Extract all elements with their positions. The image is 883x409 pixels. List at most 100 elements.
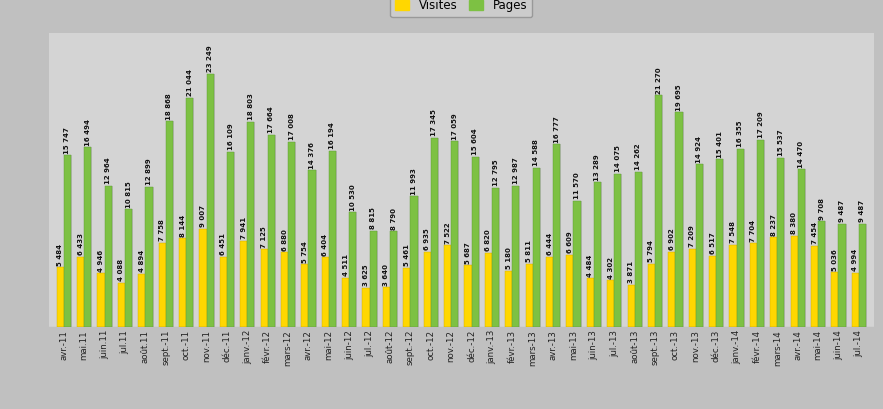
Bar	[221, 257, 228, 327]
Bar	[220, 257, 227, 327]
Bar	[717, 159, 724, 327]
Bar	[594, 182, 601, 327]
Text: 9 487: 9 487	[859, 200, 865, 222]
Bar	[282, 252, 289, 327]
Bar	[525, 264, 532, 327]
Bar	[451, 141, 458, 327]
Legend: Visites, Pages: Visites, Pages	[390, 0, 532, 17]
Bar	[811, 246, 819, 327]
Text: 8 380: 8 380	[791, 212, 797, 234]
Bar	[730, 245, 737, 327]
Bar	[668, 252, 675, 327]
Text: 5 811: 5 811	[526, 240, 532, 262]
Bar	[697, 164, 704, 327]
Bar	[452, 141, 459, 327]
Bar	[799, 169, 806, 327]
Text: 7 125: 7 125	[261, 226, 268, 248]
Text: 15 401: 15 401	[717, 131, 723, 157]
Bar	[615, 174, 623, 327]
Bar	[586, 278, 594, 327]
Bar	[506, 271, 513, 327]
Bar	[636, 172, 643, 327]
Bar	[492, 188, 499, 327]
Bar	[797, 169, 805, 327]
Bar	[859, 224, 866, 327]
Text: 10 530: 10 530	[350, 184, 356, 211]
Text: 21 270: 21 270	[655, 67, 661, 94]
Text: 6 444: 6 444	[547, 233, 553, 255]
Bar	[493, 188, 500, 327]
Bar	[77, 257, 84, 327]
Text: 19 695: 19 695	[676, 84, 682, 111]
Bar	[629, 285, 636, 327]
Text: 18 803: 18 803	[248, 94, 254, 121]
Bar	[351, 212, 358, 327]
Bar	[648, 264, 655, 327]
Bar	[240, 240, 247, 327]
Bar	[330, 151, 337, 327]
Bar	[261, 249, 268, 327]
Text: 14 924: 14 924	[697, 136, 702, 163]
Bar	[689, 249, 696, 327]
Text: 7 454: 7 454	[811, 222, 818, 244]
Bar	[323, 257, 330, 327]
Text: 8 790: 8 790	[390, 208, 396, 230]
Bar	[187, 98, 194, 327]
Text: 5 180: 5 180	[506, 247, 512, 269]
Bar	[384, 288, 391, 327]
Text: 11 570: 11 570	[574, 173, 580, 199]
Text: 5 754: 5 754	[302, 241, 308, 263]
Bar	[57, 267, 64, 327]
Text: 4 302: 4 302	[608, 256, 614, 279]
Bar	[363, 288, 370, 327]
Bar	[832, 272, 839, 327]
Text: 18 868: 18 868	[166, 93, 172, 120]
Text: 6 517: 6 517	[710, 233, 715, 254]
Bar	[227, 151, 234, 327]
Bar	[737, 149, 744, 327]
Bar	[472, 157, 479, 327]
Bar	[771, 237, 778, 327]
Text: 17 008: 17 008	[289, 113, 295, 140]
Bar	[180, 238, 187, 327]
Bar	[99, 273, 106, 327]
Text: 16 777: 16 777	[554, 116, 560, 143]
Text: 17 345: 17 345	[432, 110, 437, 136]
Bar	[669, 252, 676, 327]
Bar	[696, 164, 703, 327]
Bar	[268, 135, 275, 327]
Text: 4 994: 4 994	[852, 249, 858, 271]
Bar	[819, 221, 826, 327]
Text: 9 708: 9 708	[819, 198, 825, 220]
Text: 14 376: 14 376	[309, 142, 315, 169]
Bar	[342, 278, 350, 327]
Text: 15 537: 15 537	[778, 130, 784, 156]
Bar	[465, 265, 472, 327]
Bar	[709, 256, 716, 327]
Text: 6 880: 6 880	[282, 229, 288, 251]
Text: 23 249: 23 249	[208, 45, 213, 72]
Bar	[575, 201, 582, 327]
Text: 12 987: 12 987	[513, 157, 519, 184]
Text: 17 209: 17 209	[758, 111, 764, 138]
Bar	[464, 265, 472, 327]
Text: 7 209: 7 209	[690, 225, 695, 247]
Text: 7 758: 7 758	[159, 219, 165, 241]
Bar	[260, 249, 268, 327]
Bar	[635, 172, 642, 327]
Bar	[350, 212, 357, 327]
Bar	[649, 264, 656, 327]
Text: 3 625: 3 625	[363, 264, 369, 286]
Bar	[566, 255, 573, 327]
Text: 8 815: 8 815	[370, 207, 376, 229]
Bar	[852, 273, 859, 327]
Bar	[445, 245, 452, 327]
Bar	[404, 267, 411, 327]
Bar	[770, 237, 777, 327]
Text: 14 262: 14 262	[635, 144, 641, 170]
Bar	[839, 224, 846, 327]
Text: 4 511: 4 511	[343, 254, 349, 276]
Bar	[160, 243, 167, 327]
Bar	[547, 257, 555, 327]
Text: 16 494: 16 494	[85, 119, 91, 146]
